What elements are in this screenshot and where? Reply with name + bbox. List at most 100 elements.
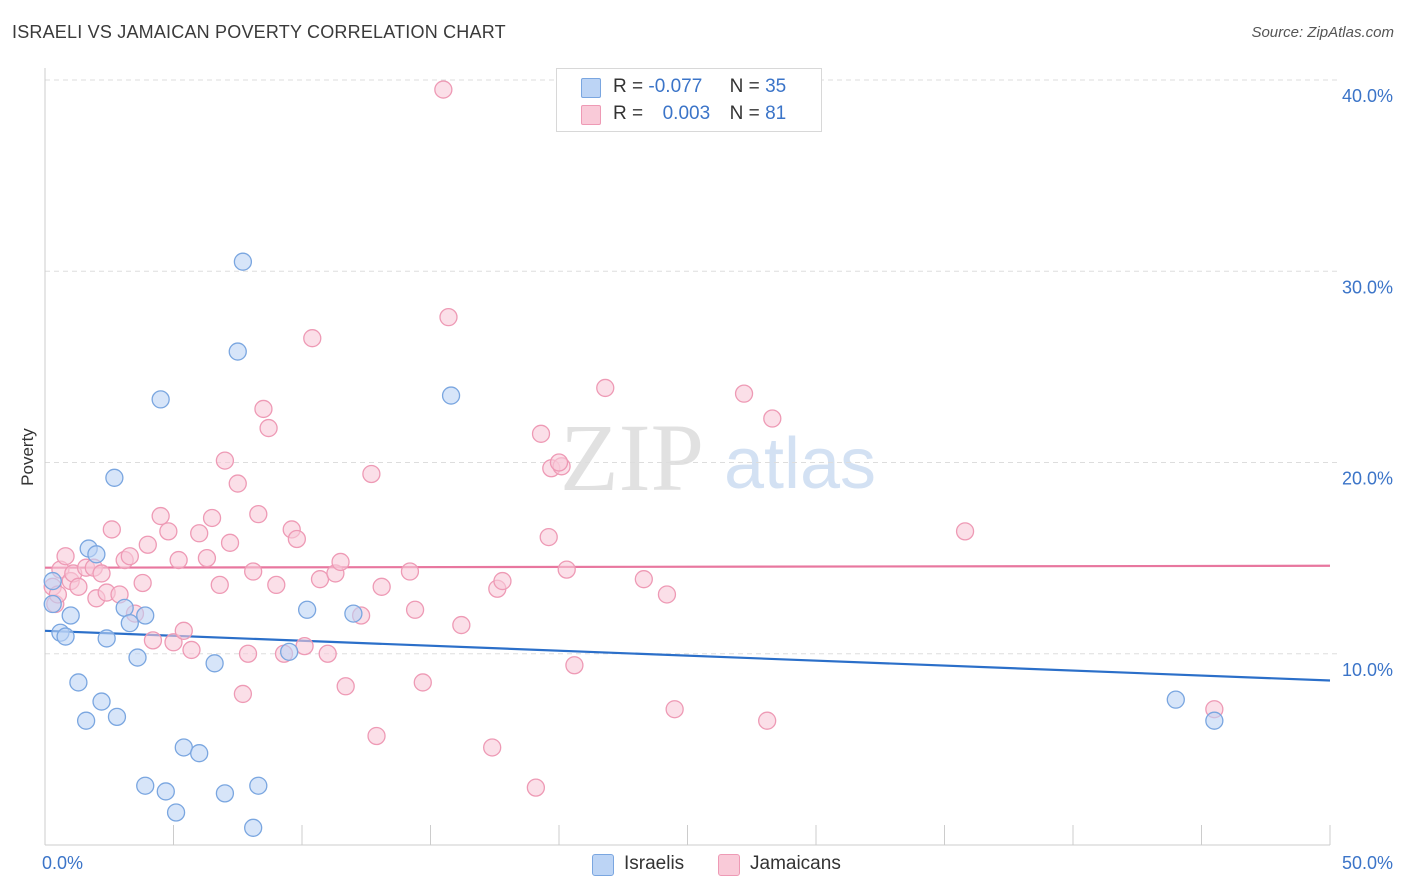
israeli-point	[228, 342, 247, 361]
jamaican-point	[400, 562, 420, 581]
trend-lines	[44, 564, 1331, 682]
israeli-point	[120, 614, 139, 633]
israeli-point	[87, 545, 106, 564]
jamaican-point	[228, 474, 247, 493]
jamaican-point	[92, 564, 111, 583]
israeli-point	[128, 648, 147, 667]
israeli-point	[174, 738, 193, 757]
israeli-point	[136, 606, 155, 625]
jamaican-point	[758, 711, 777, 730]
israeli-point	[92, 692, 111, 711]
jamaican-point	[159, 522, 178, 541]
jamaican-point	[295, 636, 314, 656]
jamaican-point	[287, 529, 307, 549]
axis-labels: 10.0% 20.0% 30.0% 40.0% 0.0% 50.0% Poverty	[18, 86, 1393, 873]
jamaican-point	[657, 585, 677, 604]
israeli-point	[43, 594, 62, 614]
jamaican-point	[318, 644, 337, 663]
legend-r-label: R =	[613, 103, 644, 124]
israeli-point	[151, 390, 170, 409]
jamaican-point	[56, 547, 75, 566]
jamaican-point	[244, 562, 263, 581]
jamaican-point	[557, 560, 576, 579]
jamaican-point	[303, 329, 322, 348]
legend-n-label: N =	[729, 76, 760, 97]
israeli-point	[297, 600, 317, 619]
israeli-point	[61, 606, 80, 625]
jamaican-point	[413, 673, 432, 692]
watermark: ZIP atlas	[560, 404, 876, 511]
israeli-point	[107, 707, 127, 727]
jamaican-point	[434, 80, 453, 99]
israeli-point	[344, 604, 363, 623]
bottom-legend-swatch-israelis	[592, 854, 614, 876]
jamaican-point	[526, 778, 546, 797]
jamaican-point	[539, 527, 558, 547]
jamaican-point	[220, 533, 240, 552]
israeli-point	[244, 818, 263, 837]
israeli-point	[205, 654, 224, 673]
israeli-point	[97, 629, 116, 648]
jamaican-point	[310, 570, 330, 589]
x-tick-label-min: 0.0%	[42, 853, 83, 873]
jamaican-point	[169, 550, 188, 570]
jamaican-point	[259, 418, 278, 438]
jamaican-point	[362, 464, 381, 484]
israeli-point	[115, 598, 134, 617]
israeli-point	[56, 627, 75, 646]
jamaican-point	[336, 677, 355, 696]
jamaican-point	[452, 615, 471, 635]
jamaican-point	[254, 399, 273, 419]
data-points	[43, 80, 1224, 837]
jamaican-point	[267, 575, 286, 595]
jamaican-point	[69, 577, 88, 596]
israeli-point	[76, 711, 96, 730]
israeli-point	[233, 252, 253, 271]
jamaican-point	[405, 600, 425, 619]
jamaican-point	[202, 508, 222, 528]
israeli-point	[215, 784, 235, 803]
israeli-point	[1205, 711, 1224, 730]
source-label: Source: ZipAtlas.com	[1251, 24, 1394, 41]
chart-title: ISRAELI VS JAMAICAN POVERTY CORRELATION …	[12, 22, 506, 42]
jamaican-point	[182, 640, 201, 660]
jamaican-point	[197, 548, 217, 568]
israeli-point	[156, 782, 175, 801]
israeli-point	[105, 468, 124, 487]
jamaican-point	[372, 577, 391, 596]
y-axis-label: Poverty	[18, 428, 37, 486]
bottom-legend-swatch-jamaicans	[718, 854, 740, 876]
jamaican-point	[665, 700, 684, 719]
legend-r-israelis: -0.077	[648, 76, 703, 97]
jamaican-point	[249, 504, 268, 524]
israeli-point	[279, 642, 299, 661]
legend-r-jamaicans: 0.003	[662, 103, 711, 124]
jamaican-point	[215, 451, 235, 470]
jamaican-point	[634, 570, 653, 589]
jamaican-point	[138, 535, 157, 554]
legend-n-jamaicans: 81	[765, 103, 787, 124]
jamaican-point	[210, 575, 229, 595]
y-tick-label: 10.0%	[1342, 660, 1393, 680]
legend-n-label: N =	[729, 103, 760, 124]
jamaican-point	[734, 384, 754, 403]
watermark-atlas: atlas	[724, 424, 876, 504]
jamaican-point	[238, 644, 258, 663]
jamaican-point	[143, 631, 163, 650]
legend-r-label: R =	[613, 76, 644, 97]
jamaican-point	[151, 506, 170, 526]
bottom-legend-label-israelis: Israelis	[624, 853, 685, 874]
jamaican-point	[955, 522, 975, 541]
axes	[44, 68, 1331, 846]
watermark-zip: ZIP	[560, 404, 704, 511]
jamaican-point	[531, 424, 551, 443]
legend-swatch-israelis	[581, 78, 601, 98]
israeli-point	[190, 744, 209, 763]
israeli-point	[441, 386, 461, 405]
jamaican-point	[120, 547, 139, 566]
bottom-legend-label-jamaicans: Jamaicans	[750, 853, 841, 874]
x-tick-label-max: 50.0%	[1342, 853, 1393, 873]
israeli-point	[1166, 690, 1185, 709]
jamaican-point	[493, 571, 512, 591]
